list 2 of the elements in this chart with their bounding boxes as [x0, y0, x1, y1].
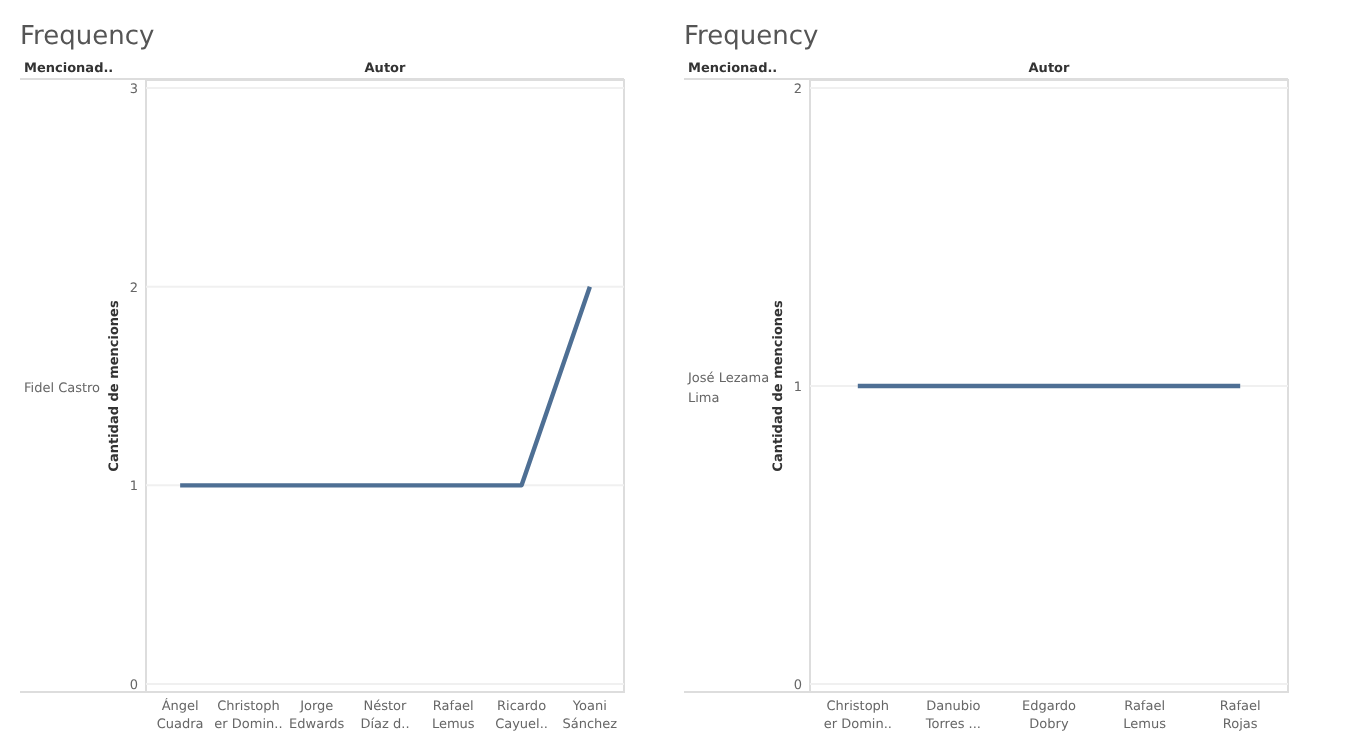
chart-title: Frequency	[20, 22, 155, 52]
chart-title: Frequency	[684, 22, 819, 52]
